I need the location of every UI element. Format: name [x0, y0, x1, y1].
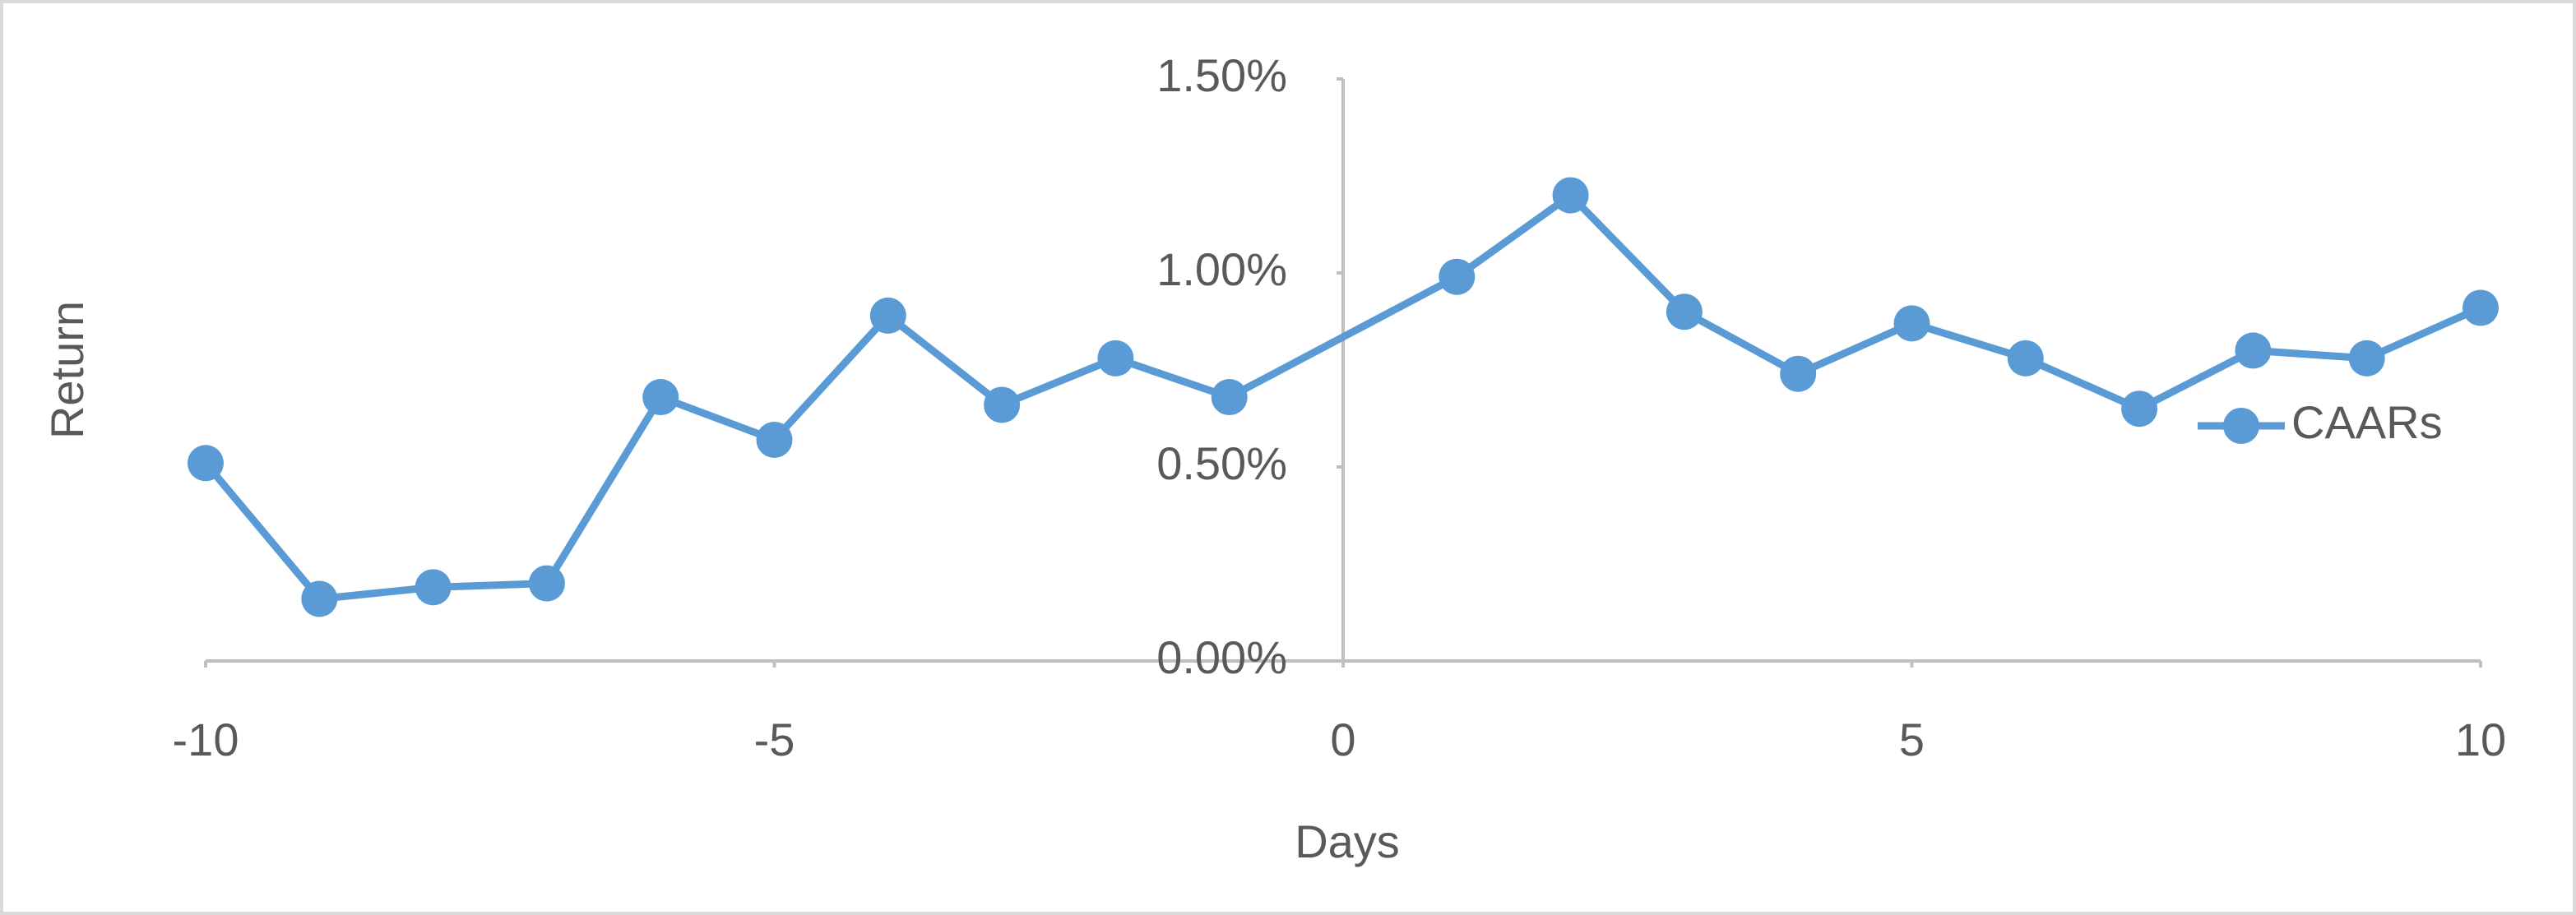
data-point: [188, 445, 224, 482]
y-axis-title: Return: [41, 301, 93, 439]
data-point: [2348, 340, 2385, 377]
x-tick-label: -10: [173, 714, 239, 765]
data-point: [2007, 340, 2044, 377]
y-tick-label: 1.50%: [1156, 49, 1287, 101]
x-tick-label: 0: [1330, 714, 1355, 765]
y-tick-label: 0.50%: [1156, 437, 1287, 489]
data-point: [2235, 332, 2272, 369]
data-point: [642, 379, 679, 416]
data-point: [1780, 355, 1817, 392]
x-axis-title: Days: [1295, 816, 1400, 867]
x-tick-label: 10: [2455, 714, 2506, 765]
y-tick-label: 0.00%: [1156, 631, 1287, 683]
data-point: [1893, 305, 1930, 342]
data-point: [1211, 379, 1248, 416]
data-point: [1666, 293, 1703, 330]
data-point: [756, 421, 793, 458]
y-tick-label: 1.00%: [1156, 243, 1287, 295]
data-point: [415, 569, 452, 606]
data-point: [2121, 390, 2158, 427]
x-tick-label: -5: [754, 714, 795, 765]
data-point: [1097, 340, 1134, 377]
data-point: [2462, 289, 2499, 326]
data-point: [984, 386, 1021, 423]
data-point: [869, 297, 906, 334]
data-point: [528, 565, 565, 602]
data-point: [1439, 258, 1476, 295]
data-point: [1552, 177, 1589, 214]
series-line: [202, 192, 2482, 603]
legend-marker: [2223, 408, 2259, 444]
data-point: [301, 580, 338, 617]
x-tick-label: 5: [1899, 714, 1925, 765]
legend-label: CAARs: [2291, 396, 2443, 448]
